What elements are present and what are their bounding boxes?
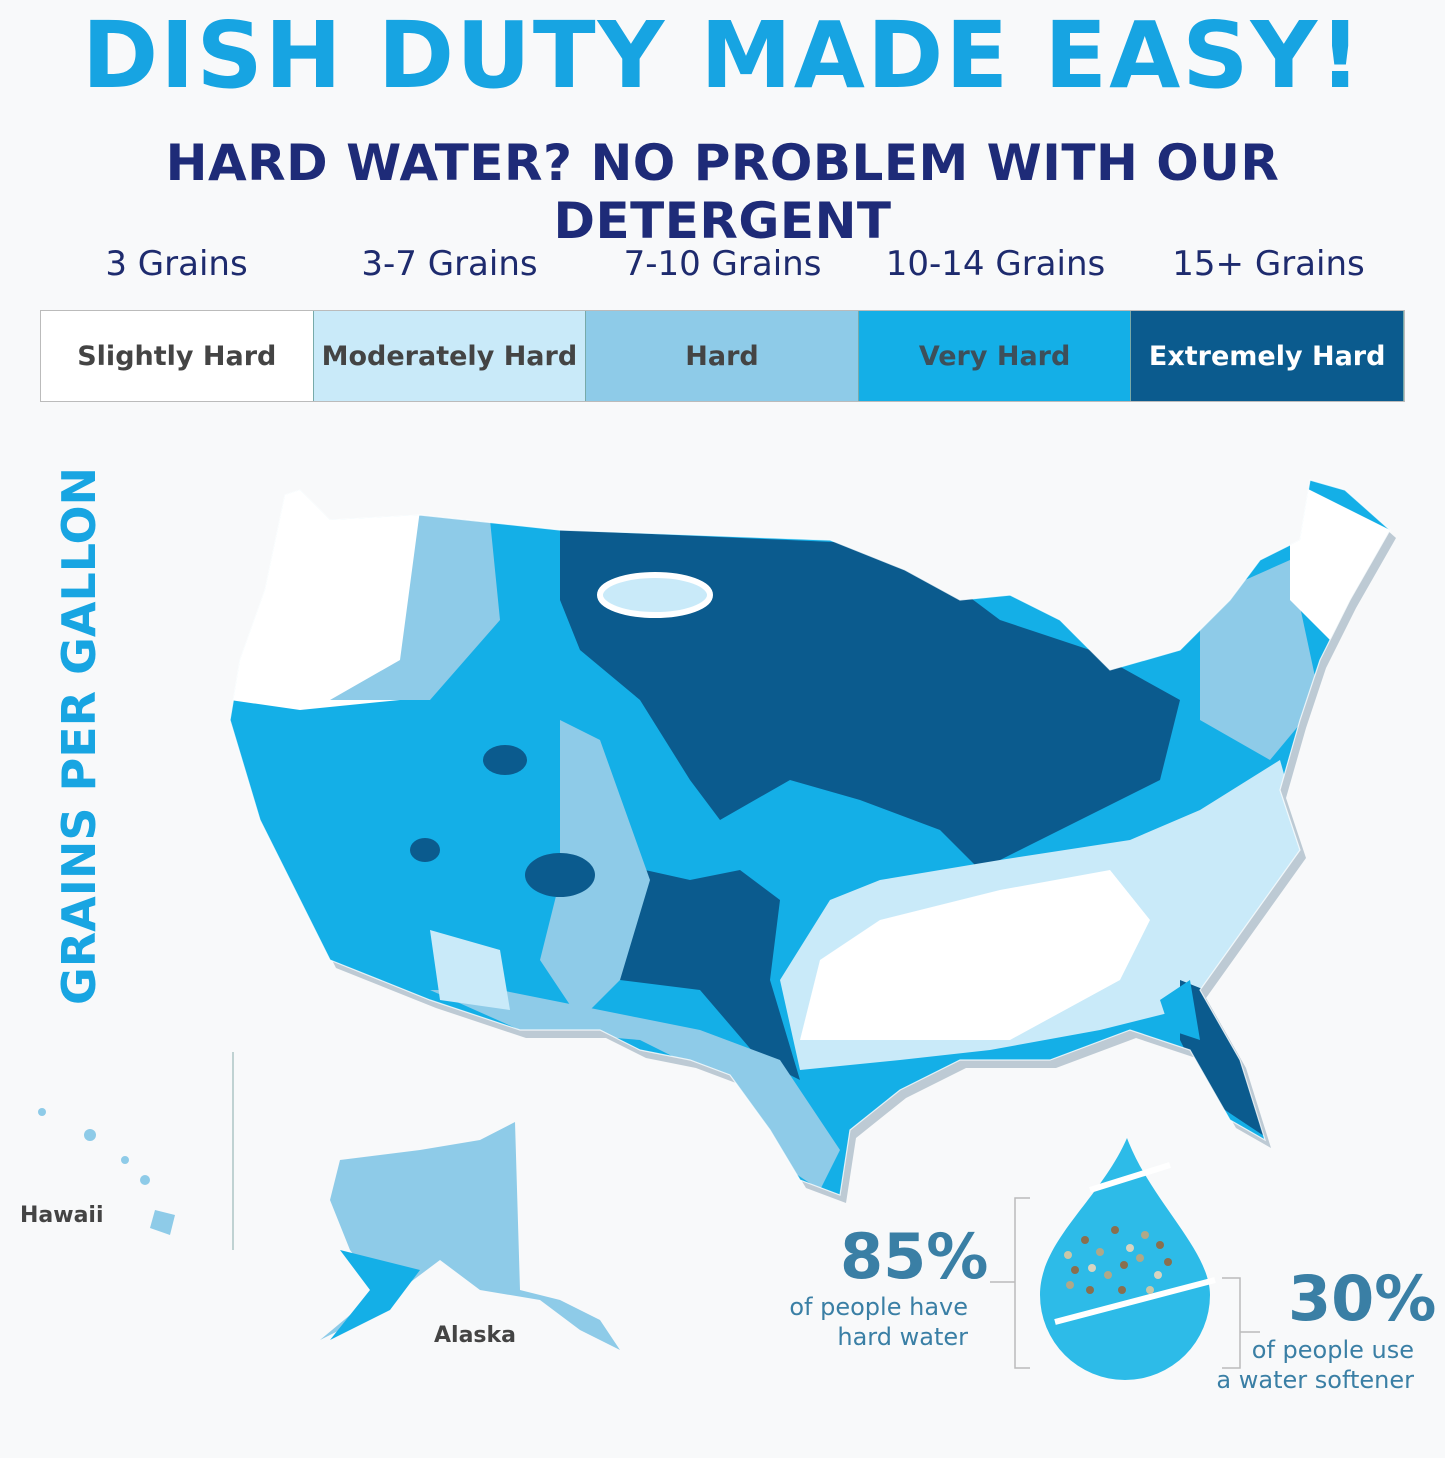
mineral-dot	[1156, 1241, 1164, 1249]
grain-range: 15+ Grains	[1172, 244, 1365, 284]
mineral-dot	[1064, 1251, 1072, 1259]
legend-extremely-hard: Extremely Hard	[1131, 311, 1404, 401]
stat-caption-softener: of people use a water softener	[1180, 1335, 1414, 1395]
mineral-dot	[1120, 1261, 1128, 1269]
stat-caption-line: hard water	[837, 1323, 968, 1351]
mineral-dot	[1136, 1254, 1144, 1262]
legend-very-hard: Very Hard	[858, 311, 1132, 401]
page-title: DISH DUTY MADE EASY!	[81, 2, 1364, 109]
stat-caption-line: a water softener	[1216, 1366, 1414, 1394]
stat-caption-line: of people have	[789, 1293, 968, 1321]
hardness-legend: Slightly Hard Moderately Hard Hard Very …	[40, 310, 1405, 402]
mineral-dot	[1096, 1248, 1104, 1256]
mineral-dot	[1126, 1244, 1134, 1252]
legend-slightly-hard: Slightly Hard	[41, 311, 314, 401]
mineral-dot	[1141, 1231, 1149, 1239]
legend-hard: Hard	[586, 311, 859, 401]
hawaii-label: Hawaii	[20, 1203, 104, 1228]
mineral-dot	[1146, 1286, 1154, 1294]
alaska-label: Alaska	[434, 1323, 516, 1348]
mineral-dot	[1086, 1286, 1094, 1294]
mineral-dot	[1071, 1266, 1079, 1274]
stat-value-hard-water: 85%	[840, 1220, 989, 1293]
mineral-dot	[1164, 1258, 1172, 1266]
stat-value-softener: 30%	[1288, 1262, 1437, 1335]
grain-range: 10-14 Grains	[885, 244, 1106, 284]
hawaii-islands	[38, 1108, 175, 1235]
grain-range: 7-10 Grains	[623, 244, 822, 284]
water-drop-icon	[1040, 1138, 1216, 1380]
stat-caption-line: of people use	[1251, 1336, 1414, 1364]
grain-ranges: 3 Grains 3-7 Grains 7-10 Grains 10-14 Gr…	[40, 244, 1405, 284]
grain-range: 3-7 Grains	[361, 244, 538, 284]
mineral-dot	[1154, 1271, 1162, 1279]
us-hardness-map	[38, 479, 1396, 1380]
stat-caption-hard-water: of people have hard water	[760, 1292, 968, 1352]
mineral-dot	[1088, 1264, 1096, 1272]
legend-moderately-hard: Moderately Hard	[313, 311, 587, 401]
mineral-dot	[1118, 1286, 1126, 1294]
mineral-dot	[1081, 1236, 1089, 1244]
mineral-dot	[1111, 1226, 1119, 1234]
grain-range: 3 Grains	[105, 244, 248, 284]
mineral-dot	[1104, 1271, 1112, 1279]
mineral-dot	[1066, 1281, 1074, 1289]
page-subtitle: HARD WATER? NO PROBLEM WITH OUR DETERGEN…	[165, 134, 1280, 250]
